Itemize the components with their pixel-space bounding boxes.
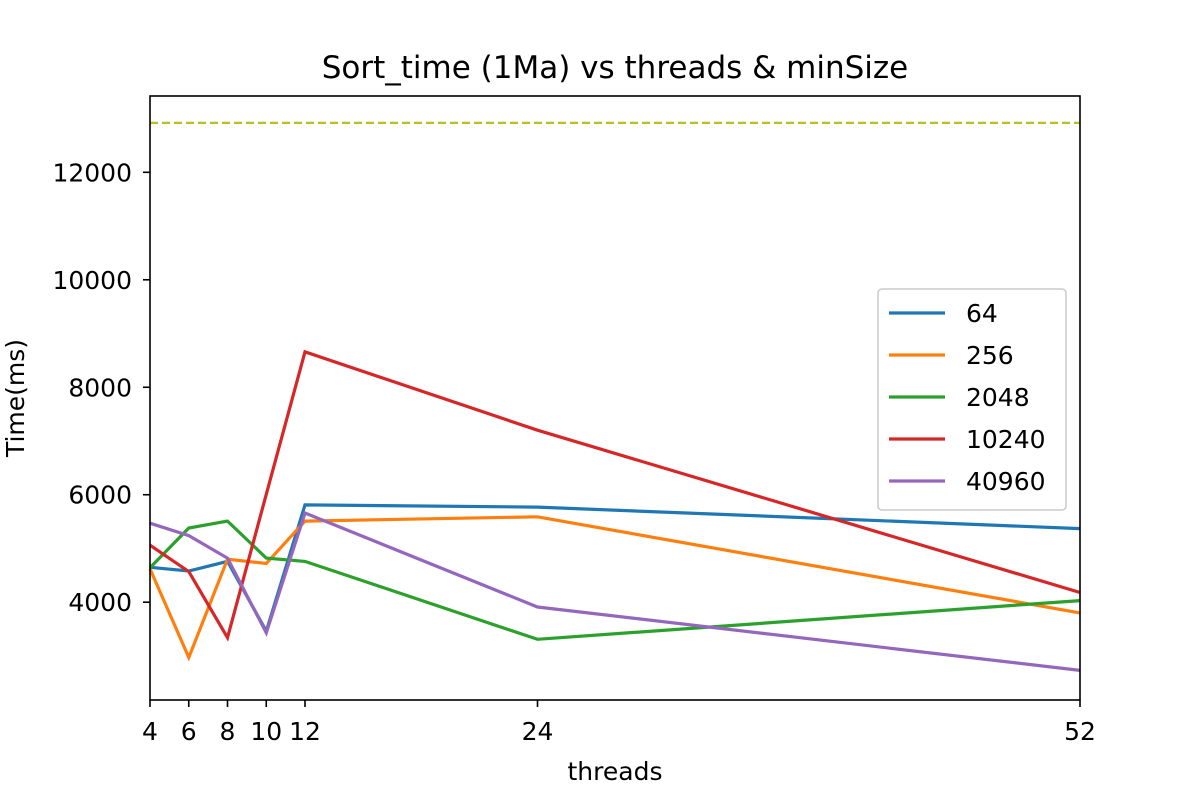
legend: 64 256 2048 10240 40960: [877, 288, 1067, 511]
series-line-40960: [149, 510, 1081, 672]
y-axis-label: Time(ms): [1, 339, 30, 458]
x-tick-label: 8: [220, 717, 236, 746]
axes-frame: [149, 95, 1081, 701]
series-line-256: [148, 515, 1081, 662]
y-tick-label: 8000: [68, 373, 132, 402]
series-line-64: [149, 503, 1081, 636]
chart-title: Sort_time (1Ma) vs threads & minSize: [322, 50, 909, 86]
series-line-2048: [148, 519, 1081, 641]
x-axis-label: threads: [568, 757, 663, 786]
legend-label-10240: 10240: [966, 425, 1046, 454]
legend-label-40960: 40960: [966, 467, 1046, 496]
x-tick-label: 12: [289, 717, 321, 746]
y-tick-label: 4000: [68, 588, 132, 617]
y-tick-label: 12000: [52, 158, 132, 187]
x-axis: 4 6 8 10 12 24 52: [142, 700, 1096, 746]
x-tick-label: 24: [522, 717, 554, 746]
legend-label-2048: 2048: [966, 383, 1030, 412]
y-tick-label: 6000: [68, 481, 132, 510]
series-line-10240: [149, 349, 1081, 642]
legend-box: [877, 288, 1067, 511]
x-tick-label: 10: [250, 717, 282, 746]
legend-label-256: 256: [966, 341, 1014, 370]
legend-label-64: 64: [966, 299, 998, 328]
y-tick-label: 10000: [52, 266, 132, 295]
x-tick-label: 4: [142, 717, 158, 746]
plot-area: [148, 95, 1081, 701]
x-tick-label: 6: [181, 717, 197, 746]
y-axis: 4000 6000 8000 10000 12000: [52, 158, 150, 617]
x-tick-label: 52: [1064, 717, 1096, 746]
